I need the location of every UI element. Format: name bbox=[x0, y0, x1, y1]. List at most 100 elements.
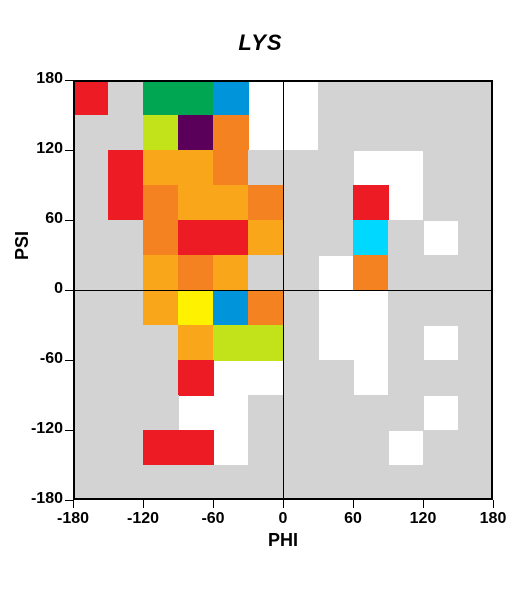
heatmap-cell bbox=[73, 255, 109, 291]
heatmap-cell bbox=[73, 220, 109, 256]
x-tick bbox=[493, 500, 494, 508]
x-tick-label: -180 bbox=[48, 510, 98, 528]
heatmap-cell bbox=[73, 290, 109, 326]
heatmap-cell bbox=[353, 395, 389, 431]
heatmap-cell bbox=[178, 115, 214, 151]
heatmap-cell bbox=[458, 185, 493, 221]
heatmap-cell bbox=[423, 430, 459, 466]
heatmap-cell bbox=[108, 465, 144, 500]
heatmap-cell bbox=[318, 220, 354, 256]
heatmap-cell bbox=[353, 220, 389, 256]
y-tick bbox=[65, 220, 73, 221]
heatmap-cell bbox=[248, 325, 284, 361]
heatmap-cell bbox=[458, 465, 493, 500]
heatmap-cell bbox=[178, 255, 214, 291]
heatmap-cell bbox=[108, 430, 144, 466]
heatmap-cell bbox=[178, 150, 214, 186]
x-axis-title: PHI bbox=[73, 530, 493, 551]
y-tick bbox=[65, 500, 73, 501]
heatmap-cell bbox=[213, 150, 249, 186]
heatmap-cell bbox=[143, 325, 179, 361]
ramachandran-chart: LYS -180-120-60060120180-180-120-6006012… bbox=[0, 0, 521, 610]
heatmap-cell bbox=[353, 185, 389, 221]
heatmap-cell bbox=[213, 80, 249, 116]
heatmap-cell bbox=[283, 220, 319, 256]
heatmap-cell bbox=[388, 290, 424, 326]
heatmap-cell bbox=[353, 255, 389, 291]
heatmap-cell bbox=[143, 80, 179, 116]
heatmap-cell bbox=[318, 465, 354, 500]
heatmap-cell bbox=[178, 430, 214, 466]
heatmap-cell bbox=[458, 80, 493, 116]
y-tick-label: 180 bbox=[15, 70, 63, 88]
heatmap-cell bbox=[423, 255, 459, 291]
heatmap-cell bbox=[108, 220, 144, 256]
x-tick bbox=[423, 500, 424, 508]
heatmap-cell bbox=[458, 430, 493, 466]
y-tick bbox=[65, 80, 73, 81]
heatmap-cell bbox=[388, 80, 424, 116]
heatmap-cell bbox=[388, 255, 424, 291]
heatmap-cell bbox=[248, 185, 284, 221]
x-tick bbox=[353, 500, 354, 508]
heatmap-cell bbox=[318, 150, 354, 186]
heatmap-cell bbox=[353, 115, 389, 151]
heatmap-cell bbox=[423, 150, 459, 186]
heatmap-cell bbox=[108, 290, 144, 326]
x-tick-label: 60 bbox=[328, 510, 378, 528]
heatmap-cell bbox=[318, 395, 354, 431]
heatmap-cell bbox=[388, 220, 424, 256]
heatmap-cell bbox=[143, 220, 179, 256]
heatmap-cell bbox=[143, 255, 179, 291]
heatmap-cell bbox=[143, 150, 179, 186]
heatmap-cell bbox=[108, 360, 144, 396]
heatmap-cell bbox=[423, 185, 459, 221]
heatmap-cell bbox=[143, 430, 179, 466]
x-tick-label: 120 bbox=[398, 510, 448, 528]
heatmap-cell bbox=[178, 360, 214, 396]
x-tick-label: -120 bbox=[118, 510, 168, 528]
x-tick bbox=[73, 500, 74, 508]
heatmap-cell bbox=[423, 360, 459, 396]
heatmap-cell bbox=[388, 465, 424, 500]
chart-title: LYS bbox=[0, 30, 521, 56]
y-tick-label: -180 bbox=[15, 490, 63, 508]
heatmap-cell bbox=[213, 115, 249, 151]
x-tick bbox=[283, 500, 284, 508]
heatmap-cell bbox=[73, 115, 109, 151]
y-tick-label: -120 bbox=[15, 420, 63, 438]
heatmap-cell bbox=[248, 465, 284, 500]
heatmap-cell bbox=[423, 115, 459, 151]
heatmap-cell bbox=[458, 360, 493, 396]
y-tick bbox=[65, 430, 73, 431]
y-tick bbox=[65, 290, 73, 291]
heatmap-cell bbox=[73, 185, 109, 221]
heatmap-cell bbox=[213, 465, 249, 500]
heatmap-cell bbox=[283, 255, 319, 291]
heatmap-cell bbox=[388, 115, 424, 151]
y-tick bbox=[65, 150, 73, 151]
heatmap-cell bbox=[73, 80, 109, 116]
heatmap-cell bbox=[283, 325, 319, 361]
heatmap-cell bbox=[213, 290, 249, 326]
heatmap-cell bbox=[143, 290, 179, 326]
heatmap-cell bbox=[213, 220, 249, 256]
heatmap-cell bbox=[458, 115, 493, 151]
heatmap-cell bbox=[388, 395, 424, 431]
heatmap-cell bbox=[283, 465, 319, 500]
heatmap-cell bbox=[458, 395, 493, 431]
heatmap-cell bbox=[283, 360, 319, 396]
heatmap-cell bbox=[318, 185, 354, 221]
y-tick-label: 0 bbox=[15, 280, 63, 298]
heatmap-cell bbox=[353, 430, 389, 466]
heatmap-cell bbox=[178, 185, 214, 221]
heatmap-cell bbox=[143, 395, 179, 431]
heatmap-cell bbox=[248, 150, 284, 186]
heatmap-cell bbox=[73, 395, 109, 431]
heatmap-cell bbox=[318, 360, 354, 396]
heatmap-cell bbox=[423, 465, 459, 500]
heatmap-cell bbox=[318, 80, 354, 116]
heatmap-cell bbox=[178, 220, 214, 256]
heatmap-cell bbox=[108, 255, 144, 291]
x-tick-label: 0 bbox=[258, 510, 308, 528]
